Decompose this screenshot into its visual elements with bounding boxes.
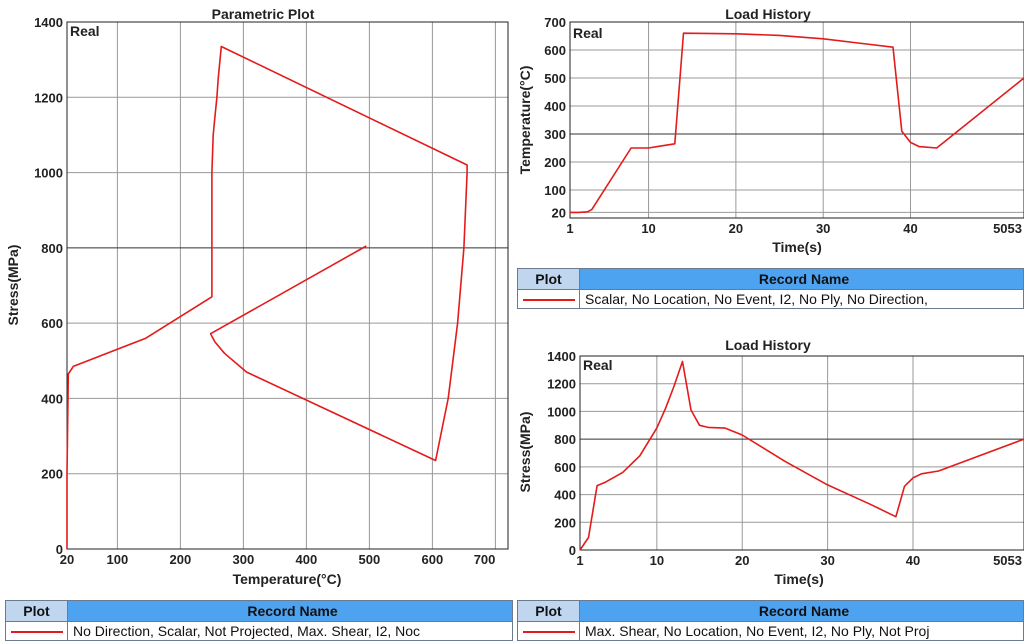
x-tick-label: 5053: [993, 553, 1022, 568]
stress-gridlines: [580, 356, 1024, 550]
legend-row[interactable]: Max. Shear, No Location, No Event, I2, N…: [518, 621, 1023, 641]
parametric-plot-title: Parametric Plot: [212, 6, 315, 22]
parametric-real-tag: Real: [70, 23, 100, 39]
legend-record-name: Max. Shear, No Location, No Event, I2, N…: [585, 623, 930, 639]
y-tick-label: 700: [544, 15, 566, 30]
stress-y-axis-label: Stress(MPa): [517, 412, 533, 493]
x-tick-label: 20: [729, 221, 743, 236]
y-tick-label: 200: [544, 155, 566, 170]
stress-x-ticks: 1 10 20 30 40 5053: [576, 553, 1022, 568]
temperature-gridlines: [570, 22, 1024, 218]
x-tick-label: 100: [107, 552, 129, 567]
x-tick-label: 400: [296, 552, 318, 567]
series-line: [66, 45, 468, 549]
stress-x-axis-label: Time(s): [774, 571, 824, 587]
y-tick-label: 500: [544, 71, 566, 86]
x-tick-label: 1: [576, 553, 583, 568]
y-tick-label: 20: [552, 205, 566, 220]
legend-record-header: Record Name: [68, 601, 512, 621]
parametric-x-ticks: 20 100 200 300 400 500 600 700: [60, 552, 496, 567]
y-tick-label: 400: [41, 391, 63, 406]
y-tick-label: 400: [554, 488, 576, 503]
x-tick-label: 30: [816, 221, 830, 236]
temperature-chart-title: Load History: [725, 6, 811, 22]
stress-chart-title: Load History: [725, 337, 811, 353]
temperature-x-ticks: 1 10 20 30 40 5053: [566, 221, 1022, 236]
temperature-x-axis-label: Time(s): [772, 239, 822, 255]
x-tick-label: 700: [474, 552, 496, 567]
legend-plot-header: Plot: [518, 269, 580, 289]
parametric-gridlines: [67, 22, 508, 549]
legend-header-row: Plot Record Name: [518, 601, 1023, 621]
stress-chart-frame: [579, 355, 1024, 551]
y-tick-label: 600: [544, 43, 566, 58]
x-tick-label: 1: [566, 221, 573, 236]
stress-y-ticks: 0 200 400 600 800 1000 1200 1400: [547, 349, 576, 558]
legend-line-swatch: [6, 622, 68, 641]
x-tick-label: 40: [903, 221, 917, 236]
legend-line-swatch: [518, 622, 580, 641]
legend-record-name: No Direction, Scalar, Not Projected, Max…: [73, 623, 421, 639]
series-line: [579, 360, 1024, 551]
x-tick-label: 300: [233, 552, 255, 567]
stress-load-history: Load History 1 10 20 30 40 5053 0 200 400 600 800…: [517, 337, 1024, 587]
parametric-legend-table: Plot Record Name No Direction, Scalar, N…: [5, 600, 513, 641]
x-tick-label: 10: [650, 553, 664, 568]
legend-header-row: Plot Record Name: [518, 269, 1023, 289]
stress-legend-table: Plot Record Name Max. Shear, No Location…: [517, 600, 1024, 641]
y-tick-label: 300: [544, 127, 566, 142]
series-line: [570, 32, 1024, 214]
x-tick-label: 40: [906, 553, 920, 568]
y-tick-label: 200: [554, 515, 576, 530]
x-tick-label: 30: [820, 553, 834, 568]
legend-line-swatch: [518, 290, 580, 309]
temperature-load-history: Load History 1 10 20 30 40 5053 20 100 200 300 40…: [517, 6, 1024, 255]
parametric-y-axis-label: Stress(MPa): [5, 245, 21, 326]
temperature-real-tag: Real: [573, 25, 603, 41]
legend-header-row: Plot Record Name: [6, 601, 512, 621]
legend-plot-header: Plot: [518, 601, 580, 621]
legend-plot-header: Plot: [6, 601, 68, 621]
y-tick-label: 200: [41, 467, 63, 482]
y-tick-label: 600: [554, 460, 576, 475]
y-tick-label: 800: [554, 432, 576, 447]
y-tick-label: 1400: [34, 15, 63, 30]
y-tick-label: 1200: [547, 377, 576, 392]
y-tick-label: 800: [41, 241, 63, 256]
y-tick-label: 100: [544, 183, 566, 198]
x-tick-label: 20: [735, 553, 749, 568]
parametric-plot: Parametric Plot 20 100 200 300 400 500 600 700 …: [5, 6, 509, 587]
y-tick-label: 1400: [547, 349, 576, 364]
x-tick-label: 200: [170, 552, 192, 567]
x-tick-label: 500: [359, 552, 381, 567]
temperature-y-axis-label: Temperature(°C): [517, 66, 533, 175]
legend-row[interactable]: Scalar, No Location, No Event, I2, No Pl…: [518, 289, 1023, 309]
y-tick-label: 0: [56, 542, 63, 557]
y-tick-label: 600: [41, 316, 63, 331]
parametric-plot-frame: [66, 21, 509, 550]
x-tick-label: 5053: [993, 221, 1022, 236]
temperature-chart-frame: [569, 21, 1024, 219]
x-tick-label: 10: [641, 221, 655, 236]
y-tick-label: 1000: [34, 166, 63, 181]
legend-record-name: Scalar, No Location, No Event, I2, No Pl…: [585, 291, 928, 307]
stress-real-tag: Real: [583, 357, 613, 373]
stress-series: [579, 360, 1024, 551]
legend-row[interactable]: No Direction, Scalar, Not Projected, Max…: [6, 621, 512, 641]
temperature-y-ticks: 20 100 200 300 400 500 600 700: [544, 15, 566, 220]
parametric-y-ticks: 0 200 400 600 800 1000 1200 1400: [34, 15, 63, 557]
parametric-x-axis-label: Temperature(°C): [233, 571, 342, 587]
temperature-legend-table: Plot Record Name Scalar, No Location, No…: [517, 268, 1024, 309]
legend-record-header: Record Name: [580, 601, 1023, 621]
y-tick-label: 0: [569, 543, 576, 558]
y-tick-label: 400: [544, 99, 566, 114]
legend-record-header: Record Name: [580, 269, 1023, 289]
x-tick-label: 600: [422, 552, 444, 567]
parametric-series: [66, 45, 468, 549]
temperature-series: [570, 32, 1024, 214]
y-tick-label: 1000: [547, 404, 576, 419]
x-tick-label: 20: [60, 552, 74, 567]
y-tick-label: 1200: [34, 90, 63, 105]
